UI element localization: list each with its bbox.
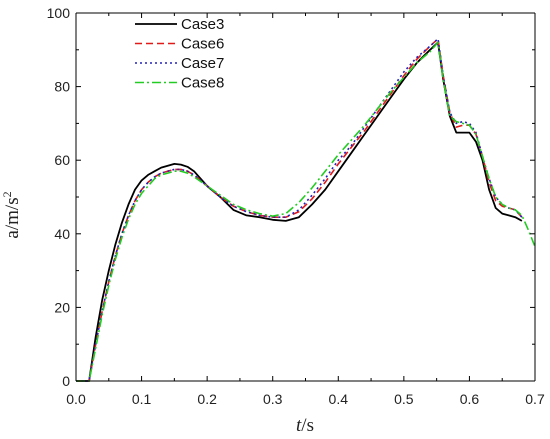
y-axis-label: a/m/s2 (0, 191, 23, 238)
x-axis-label-italic: t (296, 415, 302, 436)
y-tick-label: 100 (47, 5, 71, 21)
x-tick-label: 0.6 (460, 391, 480, 407)
y-tick-label: 20 (54, 299, 70, 315)
x-tick-label: 0.7 (525, 391, 545, 407)
y-tick-label: 40 (54, 226, 70, 242)
legend-label-case6: Case6 (181, 36, 224, 53)
x-axis-label: t/s (296, 415, 314, 436)
x-tick-label: 0.3 (263, 391, 283, 407)
legend-label-case3: Case3 (181, 16, 224, 33)
series-line-case6 (76, 37, 523, 382)
y-axis-label-base: a/m/s (2, 197, 23, 238)
legend-label-case8: Case8 (181, 75, 224, 92)
y-tick-label: 0 (62, 373, 70, 389)
plot-area (76, 37, 536, 382)
x-tick-label: 0.0 (66, 391, 86, 407)
series-line-case7 (76, 37, 523, 382)
y-tick-label: 60 (54, 152, 70, 168)
series-line-case8 (76, 41, 536, 382)
y-tick-label: 80 (54, 79, 70, 95)
x-tick-label: 0.4 (329, 391, 349, 407)
series-line-case3 (76, 41, 523, 382)
x-axis-label-unit: /s (301, 415, 314, 436)
x-tick-label: 0.1 (132, 391, 152, 407)
legend: Case3 Case6 Case7 Case8 (135, 16, 224, 92)
y-axis-label-superscript: 2 (0, 191, 14, 197)
x-tick-label: 0.2 (197, 391, 217, 407)
x-tick-label: 0.5 (394, 391, 414, 407)
legend-label-case7: Case7 (181, 55, 224, 72)
axes: 0.0 0.1 0.2 0.3 0.4 0.5 0.6 0.7 0 20 40 60 80 100 (47, 5, 545, 407)
